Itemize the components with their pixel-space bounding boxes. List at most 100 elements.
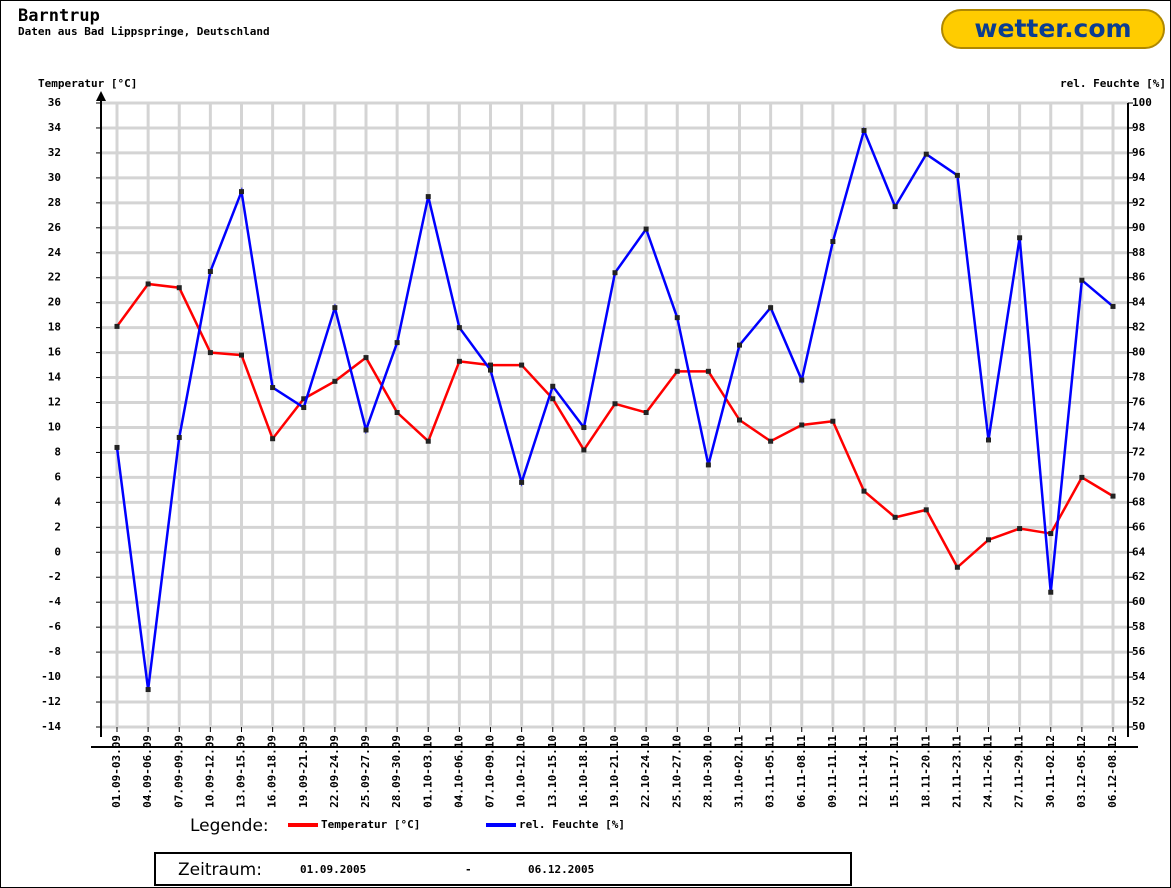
point-marker [550,396,556,402]
x-tick-label: 31.10-02.11 [733,735,746,808]
y2-tick-label: 84 [1132,296,1146,309]
point-marker [394,340,400,346]
x-tick-label: 28.10-30.10 [701,735,714,808]
y2-tick-label: 100 [1132,96,1152,109]
point-marker [239,352,244,358]
y2-tick-label: 54 [1132,670,1146,683]
y-tick-label: 6 [54,470,61,483]
y2-tick-label: 68 [1132,495,1145,508]
y2-tick-label: 94 [1132,171,1146,184]
point-marker [737,417,742,423]
point-marker [612,401,618,407]
y-tick-label: 12 [48,396,61,409]
y-tick-label: 16 [48,346,62,359]
point-marker [861,488,867,494]
point-marker [332,378,338,384]
point-marker [145,281,151,287]
point-marker [425,438,431,444]
y2-tick-label: 72 [1132,445,1145,458]
x-tick-label: 03.12-05.12 [1075,735,1088,808]
y2-tick-label: 50 [1132,720,1145,733]
point-marker [1017,526,1023,532]
x-tick-label: 16.10-18.10 [577,735,590,808]
y-tick-label: -12 [41,695,61,708]
y2-tick-label: 80 [1132,346,1145,359]
y2-tick-label: 78 [1132,371,1145,384]
x-tick-label: 19.10-21.10 [608,735,621,808]
period-to: 06.12.2005 [528,863,594,876]
y2-tick-label: 96 [1132,146,1146,159]
x-tick-label: 27.11-29.11 [1013,735,1026,808]
y-tick-label: 2 [54,520,61,533]
point-marker [1048,589,1054,595]
chart-title: Barntrup [18,6,100,26]
point-marker [519,479,525,485]
x-tick-label: 15.11-17.11 [888,735,901,808]
point-marker [1110,303,1116,309]
point-marker [394,410,400,416]
logo-badge [941,9,1165,49]
logo: wetter.com [974,14,1131,43]
point-marker [1017,235,1023,241]
point-marker [1110,493,1116,499]
x-tick-label: 13.10-15.10 [546,735,559,808]
y-tick-label: 36 [48,96,62,109]
period-label: Zeitraum: [178,860,262,880]
y2-tick-label: 76 [1132,396,1146,409]
point-marker [612,270,618,276]
point-marker [363,427,369,433]
point-marker [986,437,991,443]
x-tick-label: 22.09-24.09 [328,735,341,808]
point-marker [892,204,898,210]
point-marker [456,325,462,331]
point-marker [519,362,525,368]
x-tick-label: 01.09-03.09 [110,735,123,808]
period-from: 01.09.2005 [300,863,366,876]
y-tick-label: 22 [48,271,61,284]
y-tick-label: 18 [48,321,61,334]
y-tick-label: 14 [48,371,62,384]
chart-subtitle: Daten aus Bad Lippspringe, Deutschland [18,25,270,38]
point-marker [301,405,307,411]
period-separator: - [465,863,472,876]
x-tick-label: 01.10-03.10 [421,735,434,808]
y-tick-label: 8 [54,445,61,458]
point-marker [705,462,711,468]
x-tick-label: 25.10-27.10 [670,735,683,808]
point-marker [768,438,774,444]
y2-tick-label: 92 [1132,196,1145,209]
y2-tick-label: 66 [1132,520,1146,533]
point-marker [1079,474,1085,480]
x-tick-label: 03.11-05.11 [764,735,777,808]
x-tick-label: 06.11-08.11 [795,735,808,808]
y-tick-label: 4 [54,495,61,508]
point-marker [114,444,120,450]
y2-tick-label: 90 [1132,221,1145,234]
x-tick-label: 19.09-21.09 [297,735,310,808]
point-marker [145,687,151,693]
y2-tick-label: 74 [1132,420,1146,433]
point-marker [954,564,960,570]
point-marker [550,383,556,389]
y-tick-label: -10 [41,670,61,683]
y-axis-arrow [96,91,106,101]
point-marker [581,424,587,430]
y-tick-label: 28 [48,196,61,209]
y-tick-label: 32 [48,146,61,159]
y-tick-label: 26 [48,221,62,234]
x-tick-label: 09.11-11.11 [826,735,839,808]
y-tick-label: 24 [48,246,62,259]
point-marker [114,323,120,329]
x-tick-label: 24.11-26.11 [982,735,995,808]
x-tick-label: 13.09-15.09 [235,735,248,808]
point-marker [643,410,649,416]
y2-tick-label: 70 [1132,470,1145,483]
y-tick-label: 20 [48,296,61,309]
point-marker [239,189,244,195]
y-tick-label: -8 [48,645,61,658]
y-tick-label: -2 [48,570,61,583]
point-marker [456,358,462,364]
period-box [154,852,852,886]
legend-label: rel. Feuchte [%] [519,818,625,831]
point-marker [954,172,960,178]
